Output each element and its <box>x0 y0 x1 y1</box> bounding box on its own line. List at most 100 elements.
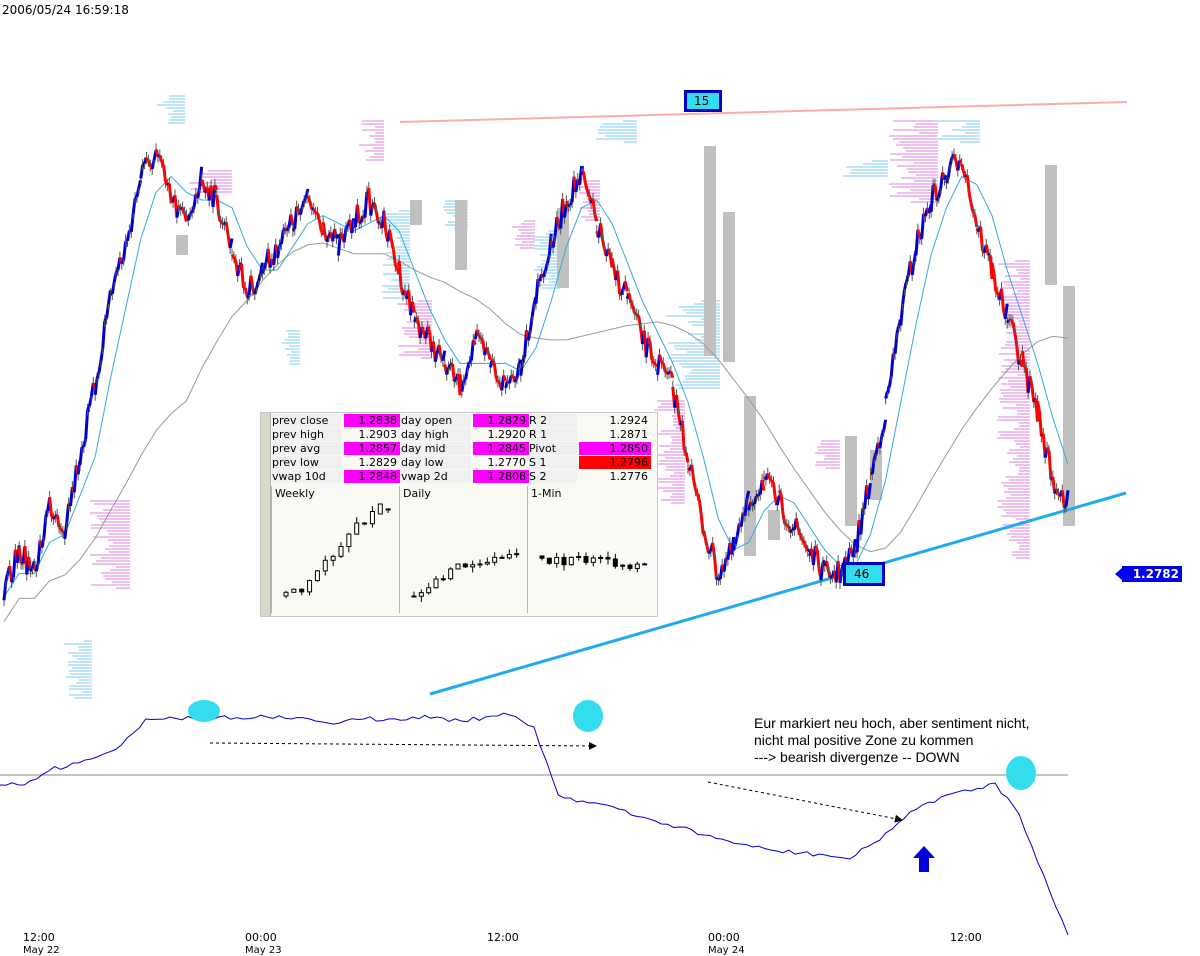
volume-profile-bar <box>383 273 410 275</box>
volume-profile-bar <box>112 581 130 583</box>
grid-label: prev low <box>272 456 342 469</box>
weekly-candle <box>331 556 335 560</box>
volume-profile-bar <box>674 472 685 474</box>
volume-profile-bar <box>663 490 685 492</box>
volume-profile-bar <box>851 169 888 171</box>
volume-profile-bar <box>522 241 535 243</box>
volume-profile-bar <box>521 223 535 225</box>
volume-profile-bar <box>997 506 1030 508</box>
daily-candle <box>507 555 511 558</box>
oneminute-candle <box>569 557 573 564</box>
volume-profile-bar <box>1016 518 1030 520</box>
grid-value: 1.2903 <box>344 428 400 441</box>
weekly-candle <box>355 523 359 534</box>
price-candle <box>291 214 293 225</box>
volume-profile-bar <box>1006 332 1030 334</box>
price-candle <box>884 420 886 431</box>
volume-profile-bar <box>1019 422 1030 424</box>
volume-profile-bar <box>908 171 938 173</box>
price-candle <box>504 375 506 380</box>
volume-profile-bar <box>97 515 130 517</box>
resistance-trendline <box>400 102 1127 122</box>
volume-profile-bar <box>825 455 840 457</box>
daily-candle <box>515 554 519 555</box>
volume-profile-bar <box>682 381 720 383</box>
volume-profile-bar <box>997 419 1030 421</box>
volume-profile-bar <box>282 342 300 344</box>
volume-profile-bar <box>166 107 185 109</box>
volume-profile-bar <box>667 357 720 359</box>
volume-profile-bar <box>397 249 410 251</box>
volume-profile-bar <box>163 101 185 103</box>
volume-profile-bar <box>678 387 720 389</box>
volume-profile-bar <box>1012 554 1030 556</box>
volume-profile-bar <box>290 360 300 362</box>
volume-profile-bar <box>1003 485 1030 487</box>
volume-profile-bar <box>285 348 300 350</box>
volume-profile-bar <box>596 138 637 140</box>
volume-profile-bar <box>656 478 685 480</box>
volume-profile-bar <box>369 156 384 158</box>
volume-profile-bar <box>598 132 637 134</box>
volume-profile-bar <box>1016 557 1030 559</box>
volume-profile-bar <box>375 126 384 128</box>
volume-profile-bar <box>896 144 938 146</box>
grid-label: S 2 <box>529 470 577 483</box>
volume-profile-bar <box>657 400 685 402</box>
volume-profile-bar <box>889 183 938 185</box>
volume-profile-bar <box>72 667 92 669</box>
volume-profile-bar <box>539 284 560 286</box>
annotation-line: Eur markiert neu hoch, aber sentiment ni… <box>754 715 1029 732</box>
volume-profile-bar <box>1000 434 1030 436</box>
volume-profile-bar <box>1001 392 1030 394</box>
volume-profile-bar <box>113 542 130 544</box>
volume-profile-bar <box>602 123 637 125</box>
volume-profile-bar <box>91 524 130 526</box>
volume-profile-bar <box>1005 476 1030 478</box>
volume-profile-bar <box>109 545 130 547</box>
timestamp: 2006/05/24 16:59:18 <box>2 3 129 17</box>
panel-drag-handle[interactable] <box>261 413 271 616</box>
volume-profile-bar <box>914 180 938 182</box>
weekly-candle <box>347 534 351 546</box>
volume-profile-bar <box>890 153 938 155</box>
volume-profile-bar <box>399 354 432 356</box>
volume-profile-bar <box>1018 473 1030 475</box>
volume-profile-bar <box>201 173 232 175</box>
volume-profile-bar <box>537 266 560 268</box>
volume-profile-bar <box>374 138 384 140</box>
volume-profile-bar <box>965 132 980 134</box>
weekly-candle <box>308 581 312 592</box>
volume-profile-bar <box>1006 341 1030 343</box>
volume-profile-bar <box>93 536 130 538</box>
volume-profile-bar <box>1004 491 1030 493</box>
volume-profile-bar <box>1004 311 1030 313</box>
grid-value: 1.2776 <box>579 470 651 483</box>
grid-value: 1.2808 <box>473 470 529 483</box>
daily-candle <box>434 579 438 588</box>
volume-profile-bar <box>68 661 92 663</box>
volume-profile-bar <box>157 104 185 106</box>
count-box-bottom: 46 <box>843 562 885 586</box>
volume-profile-bar <box>1014 428 1030 430</box>
volume-profile-bar <box>91 527 130 529</box>
volume-profile-bar <box>1010 530 1030 532</box>
volume-profile-bar <box>82 691 92 693</box>
volume-profile-bar <box>846 166 888 168</box>
volume-profile-bar <box>1000 389 1030 391</box>
volume-profile-bar <box>1017 290 1030 292</box>
oneminute-candle <box>591 558 595 562</box>
volume-profile-bar <box>69 670 92 672</box>
oneminute-candle <box>599 557 603 558</box>
volume-profile-bar <box>374 153 384 155</box>
price-candle <box>671 372 673 378</box>
volume-profile-bar <box>624 141 637 143</box>
volume-profile-bar <box>396 231 410 233</box>
x-tick-time: 12:00 <box>487 931 519 944</box>
volume-profile-bar <box>1003 395 1030 397</box>
count-box-top: 15 <box>684 90 722 112</box>
weekly-minichart: Weekly <box>271 486 399 613</box>
price-candle <box>1005 304 1007 319</box>
volume-profile-bar <box>1001 383 1030 385</box>
